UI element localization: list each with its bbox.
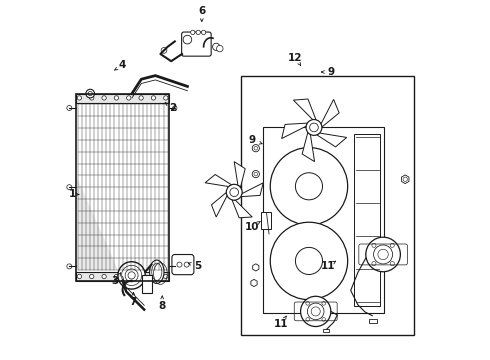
Circle shape: [139, 96, 143, 100]
Circle shape: [114, 96, 119, 100]
Polygon shape: [294, 99, 316, 120]
Circle shape: [373, 245, 392, 264]
Circle shape: [164, 96, 168, 100]
Polygon shape: [77, 179, 118, 270]
Text: 10: 10: [245, 222, 259, 232]
Circle shape: [172, 106, 177, 110]
Text: 9: 9: [248, 135, 256, 145]
Text: 12: 12: [288, 53, 303, 63]
FancyBboxPatch shape: [172, 255, 194, 275]
Circle shape: [306, 120, 322, 135]
Circle shape: [196, 30, 200, 35]
Circle shape: [114, 274, 119, 279]
Circle shape: [102, 96, 106, 100]
Circle shape: [183, 35, 192, 44]
FancyBboxPatch shape: [182, 32, 211, 56]
Circle shape: [90, 96, 94, 100]
Circle shape: [126, 274, 131, 279]
Circle shape: [201, 30, 206, 35]
Circle shape: [300, 296, 331, 327]
Bar: [263, 127, 384, 313]
Circle shape: [67, 185, 72, 190]
Bar: [323, 329, 329, 332]
Text: 11: 11: [274, 319, 288, 329]
Bar: [76, 94, 170, 103]
Circle shape: [230, 188, 239, 197]
Polygon shape: [282, 123, 307, 139]
Text: 2: 2: [170, 103, 176, 113]
Polygon shape: [321, 99, 339, 127]
Circle shape: [126, 96, 131, 100]
Circle shape: [161, 48, 167, 53]
Text: 6: 6: [198, 6, 205, 16]
Circle shape: [252, 145, 259, 152]
Circle shape: [295, 173, 322, 200]
Circle shape: [88, 91, 92, 96]
Polygon shape: [205, 175, 231, 186]
Bar: [354, 134, 380, 306]
Bar: [76, 272, 170, 281]
Circle shape: [226, 184, 242, 200]
Text: 7: 7: [130, 297, 137, 307]
Circle shape: [172, 264, 177, 269]
Polygon shape: [302, 132, 315, 162]
Text: 1: 1: [69, 189, 76, 199]
Polygon shape: [317, 133, 347, 147]
Circle shape: [67, 264, 72, 269]
Circle shape: [77, 96, 81, 100]
Bar: [368, 319, 377, 323]
Text: 4: 4: [119, 60, 126, 70]
Text: 3: 3: [112, 276, 119, 286]
Circle shape: [164, 274, 168, 279]
Bar: [261, 212, 271, 229]
Circle shape: [366, 237, 400, 272]
Circle shape: [90, 274, 94, 279]
Circle shape: [217, 45, 223, 52]
Polygon shape: [212, 193, 227, 217]
Circle shape: [270, 222, 348, 300]
Text: 8: 8: [159, 301, 166, 311]
Polygon shape: [251, 279, 257, 287]
Circle shape: [191, 30, 195, 35]
Circle shape: [151, 274, 156, 279]
Circle shape: [213, 43, 220, 50]
Circle shape: [151, 96, 156, 100]
Circle shape: [118, 262, 145, 289]
Bar: [242, 76, 414, 335]
Circle shape: [102, 274, 106, 279]
Polygon shape: [232, 200, 252, 218]
Circle shape: [139, 274, 143, 279]
Polygon shape: [253, 264, 259, 271]
Circle shape: [86, 89, 95, 98]
Polygon shape: [241, 183, 263, 197]
Bar: [142, 275, 152, 293]
Circle shape: [295, 247, 322, 274]
Circle shape: [252, 171, 259, 178]
Text: 11: 11: [320, 261, 335, 271]
Ellipse shape: [149, 260, 164, 284]
Polygon shape: [401, 175, 409, 184]
Circle shape: [310, 123, 318, 132]
Circle shape: [67, 105, 72, 111]
Bar: [76, 94, 170, 281]
Circle shape: [270, 148, 348, 225]
Text: 5: 5: [195, 261, 202, 271]
Text: 9: 9: [328, 67, 335, 77]
Circle shape: [307, 303, 324, 320]
Polygon shape: [234, 162, 245, 187]
Circle shape: [77, 274, 81, 279]
